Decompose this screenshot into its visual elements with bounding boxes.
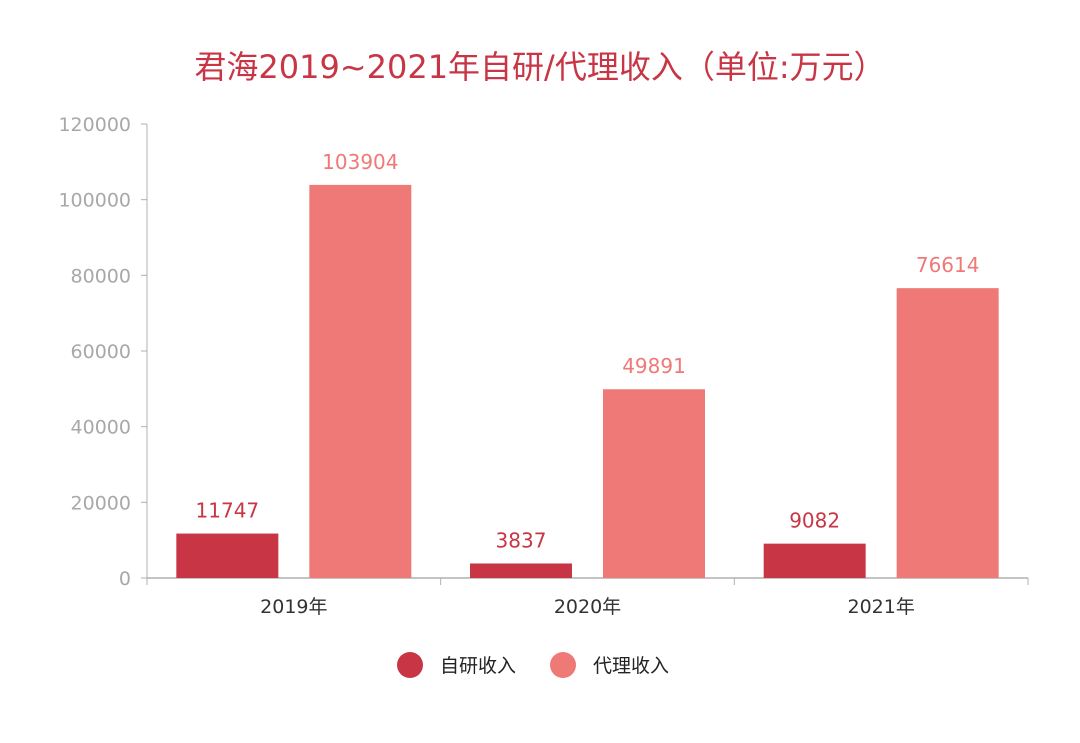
legend-item[interactable]: 代理收入 (550, 652, 669, 678)
data-label: 76614 (916, 253, 980, 277)
y-tick-label: 120000 (58, 114, 131, 136)
legend-marker (397, 652, 423, 678)
data-label: 9082 (789, 509, 840, 533)
y-tick-label: 40000 (71, 417, 131, 439)
x-tick-label: 2020年 (554, 596, 621, 618)
bar[interactable] (896, 288, 999, 578)
x-tick-label: 2019年 (260, 596, 327, 618)
legend-item[interactable]: 自研收入 (397, 652, 516, 678)
bar[interactable] (603, 389, 705, 578)
bar[interactable] (470, 563, 572, 578)
y-tick-label: 80000 (71, 265, 131, 287)
bar[interactable] (176, 533, 279, 578)
legend-label: 自研收入 (440, 655, 516, 677)
y-tick-label: 60000 (71, 341, 131, 363)
bar[interactable] (309, 184, 412, 578)
axes: 0 20000 40000 60000 80000 100000 120000 2019年 20… (58, 114, 1029, 618)
x-tick-label: 2021年 (847, 596, 914, 618)
chart-title: 君海2019~2021年自研/代理收入（单位:万元） (194, 48, 885, 86)
data-label: 103904 (322, 150, 398, 174)
legend-label: 代理收入 (593, 655, 669, 677)
data-label: 11747 (196, 499, 260, 523)
data-labels: 11747 103904 3837 49891 9082 76614 (196, 150, 980, 553)
legend[interactable]: 自研收入 代理收入 (397, 652, 669, 678)
y-tick-label: 100000 (58, 190, 131, 212)
legend-marker (550, 652, 576, 678)
bars (176, 184, 999, 578)
y-tick-label: 0 (119, 568, 131, 590)
bar[interactable] (763, 543, 866, 578)
data-label: 49891 (622, 354, 686, 378)
data-label: 3837 (496, 528, 547, 552)
y-tick-label: 20000 (71, 492, 131, 514)
